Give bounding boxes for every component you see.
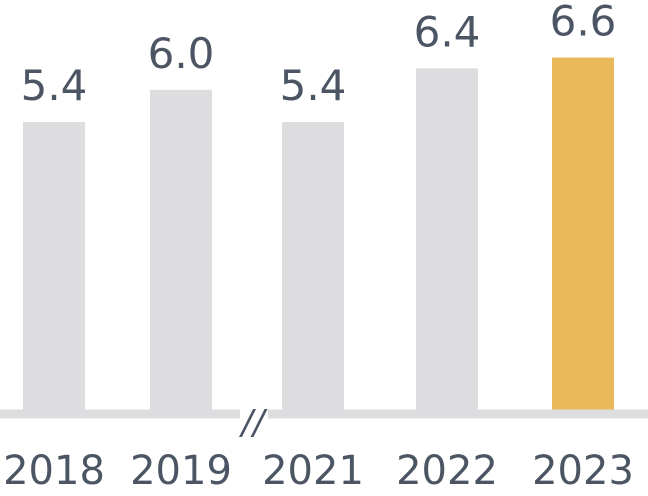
x-tick-label-2018: 2018 (3, 448, 105, 494)
bar-2022 (416, 68, 478, 412)
value-label-2023: 6.6 (550, 0, 617, 46)
value-label-2021: 5.4 (280, 61, 347, 110)
bar-2023 (552, 57, 614, 413)
x-tick-label-2019: 2019 (130, 448, 232, 494)
bar-2018 (23, 122, 85, 413)
value-labels-group: 5.4 6.0 5.4 6.4 6.6 (21, 0, 617, 110)
x-tick-label-2023: 2023 (532, 448, 634, 494)
value-label-2019: 6.0 (148, 29, 215, 78)
value-label-2022: 6.4 (414, 7, 481, 56)
bar-2021 (282, 122, 344, 413)
value-label-2018: 5.4 (21, 61, 88, 110)
axis-break-mark: // (239, 403, 268, 443)
x-tick-label-2022: 2022 (396, 448, 498, 494)
bar-2019 (150, 89, 212, 413)
x-tick-label-2021: 2021 (262, 448, 364, 494)
bars-group (23, 57, 614, 413)
x-tick-labels-group: 2018 2019 2021 2022 2023 (3, 448, 634, 494)
